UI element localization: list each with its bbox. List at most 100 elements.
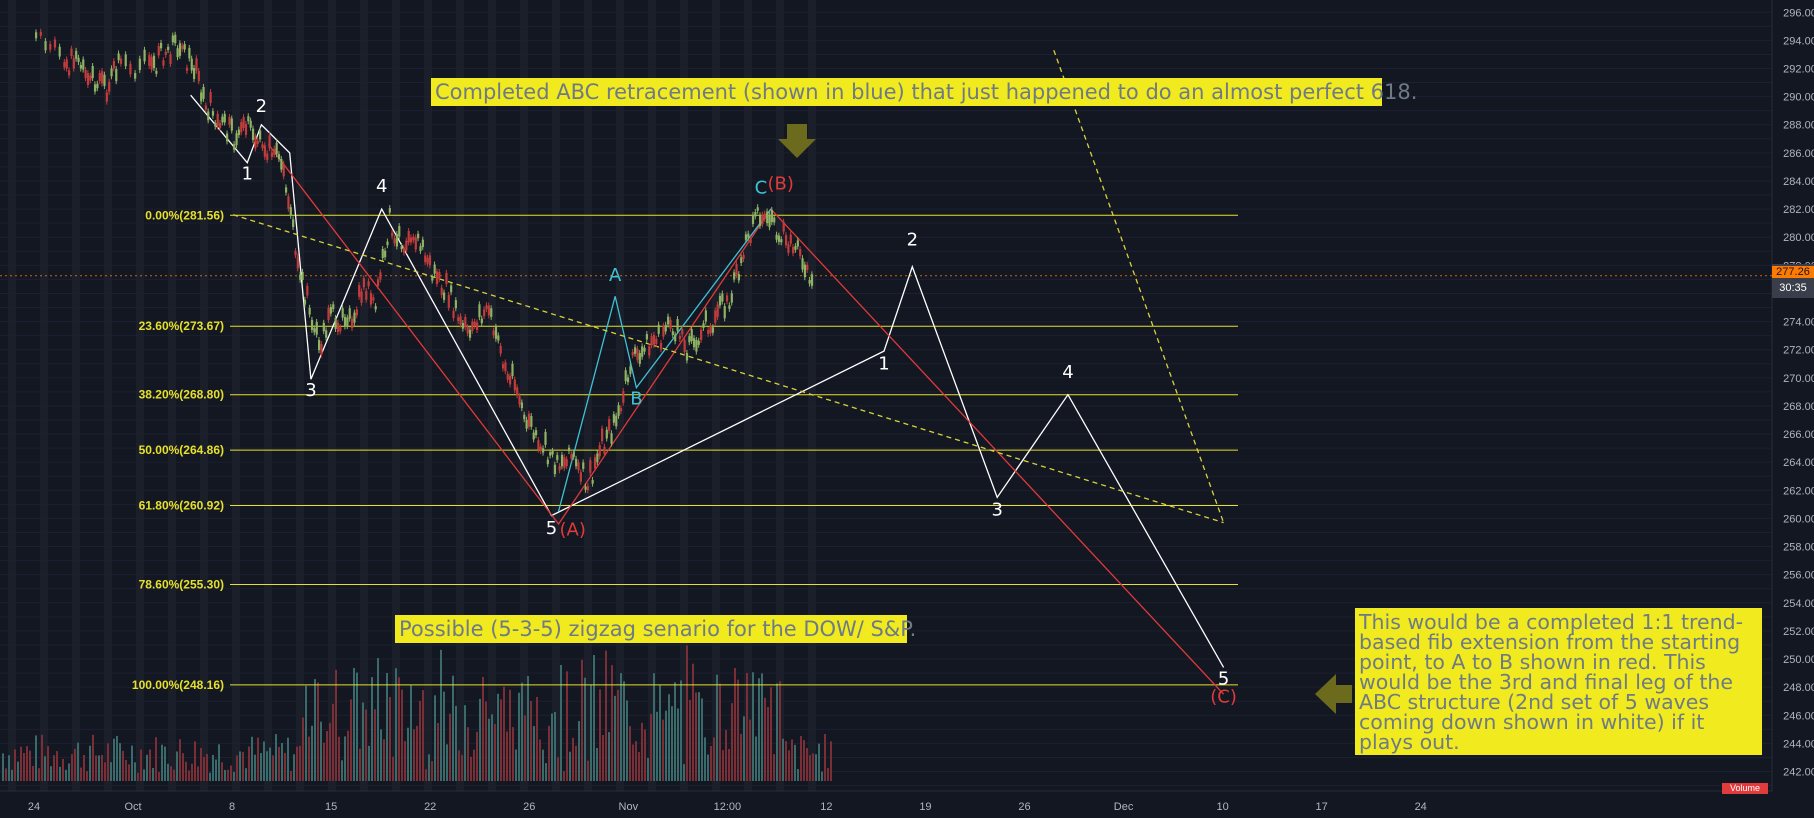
volume-bar [227, 769, 229, 781]
candle-body [483, 309, 486, 317]
candle-body [171, 35, 174, 43]
volume-bar [662, 719, 664, 781]
volume-bar [20, 746, 22, 781]
volume-bar [782, 738, 784, 781]
volume-bar [224, 769, 226, 781]
volume-bar [149, 749, 151, 781]
volume-bar [128, 764, 130, 781]
candle-body [84, 69, 87, 79]
volume-bar [686, 645, 688, 781]
candle-body [596, 453, 599, 463]
volume-bar [428, 754, 430, 781]
volume-bar [638, 751, 640, 781]
candle-body [110, 68, 113, 77]
candle-body [700, 329, 703, 340]
candle-body [249, 120, 252, 128]
volume-bar [44, 756, 46, 781]
y-tick-label: 262.00 [1783, 485, 1814, 497]
candle-body [407, 231, 410, 243]
volume-bar [518, 692, 520, 781]
volume-bar [362, 702, 364, 781]
candle-body [393, 238, 396, 244]
y-tick-label: 266.00 [1783, 429, 1814, 441]
candle-body [509, 375, 512, 385]
candle-body [93, 84, 97, 92]
candle-body [414, 237, 417, 250]
candle-body [542, 448, 545, 453]
volume-bar [503, 686, 505, 781]
volume-bar [779, 681, 781, 781]
volume-bar [77, 742, 79, 781]
volume-bar [644, 729, 646, 781]
candle-body [617, 405, 620, 416]
volume-bar [155, 737, 157, 781]
candle-body [655, 338, 658, 344]
volume-bar [395, 668, 397, 781]
volume-bar [356, 672, 358, 781]
volume-bar [449, 713, 451, 781]
volume-bar [434, 695, 436, 781]
volume-bar [209, 772, 211, 781]
candle-body [346, 317, 349, 327]
candle-body [511, 363, 514, 377]
volume-bar [365, 709, 367, 781]
y-tick-label: 244.00 [1783, 738, 1814, 750]
fib-label: 100.00%(248.16) [132, 678, 224, 692]
volume-bar [707, 754, 709, 781]
candle-body [228, 117, 231, 125]
candle-body [709, 325, 712, 334]
volume-bar [608, 732, 610, 781]
y-tick-label: 264.00 [1783, 457, 1814, 469]
volume-bar [581, 659, 583, 781]
volume-bar [764, 697, 766, 781]
candle-body [308, 307, 311, 315]
volume-bar [218, 744, 220, 781]
volume-bar [419, 700, 421, 781]
grid-column [776, 0, 784, 791]
volume-bar [194, 741, 196, 781]
candle-body [296, 256, 299, 269]
volume-bar [257, 737, 259, 781]
candle-body [310, 319, 314, 330]
candle-body [485, 305, 488, 310]
volume-bar [293, 754, 295, 781]
volume-bar [539, 739, 541, 781]
candle-body [589, 460, 592, 473]
candle-body [200, 92, 203, 102]
series-cyan-waves [557, 208, 772, 512]
candle-body [320, 344, 323, 355]
wave-label: 3 [991, 500, 1002, 521]
volume-bar [824, 734, 826, 781]
volume-bar [773, 754, 775, 781]
candle-body [657, 324, 660, 334]
fib-label: 0.00%(281.56) [145, 208, 224, 222]
volume-bar [695, 692, 697, 781]
candle-body [556, 455, 559, 460]
candle-body [723, 306, 726, 319]
volume-bar [302, 717, 304, 781]
annotation-middle: Possible (5-3-5) zigzag senario for the … [395, 615, 916, 643]
candle-body [523, 414, 526, 420]
candle-body [39, 31, 42, 36]
volume-bar [86, 771, 88, 781]
volume-bar [692, 663, 694, 781]
wave-label: 4 [1062, 362, 1073, 383]
wave-label: A [609, 265, 622, 286]
candle-body [671, 331, 674, 336]
candle-body [480, 318, 483, 324]
volume-bar [2, 753, 4, 781]
candle-body [487, 305, 490, 316]
y-tick-label: 286.00 [1783, 148, 1814, 160]
candle-body [575, 458, 578, 467]
down-arrow-icon [778, 124, 816, 158]
volume-bar [566, 671, 568, 781]
volume-bar [374, 709, 376, 781]
candle-body [400, 245, 403, 250]
volume-bar [746, 672, 748, 781]
candle-body [567, 447, 571, 452]
candle-body [174, 34, 177, 44]
grid [0, 0, 1773, 792]
candle-body [768, 214, 771, 228]
candle-body [332, 304, 335, 310]
